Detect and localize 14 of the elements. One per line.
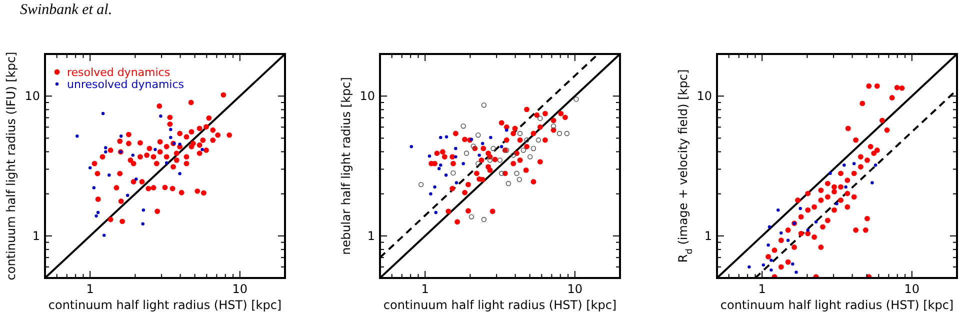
legend-label: resolved dynamics	[67, 66, 170, 79]
x-axis-title: continuum half light radius (HST) [kpc]	[383, 298, 617, 312]
text: Swinbank et al.	[20, 2, 112, 18]
x-tick-label: 1	[758, 282, 766, 296]
x-axis-title: continuum half light radius (HST) [kpc]	[48, 298, 282, 312]
x-tick-label: 10	[567, 282, 583, 296]
x-axis-title: continuum half light radius (HST) [kpc]	[720, 298, 954, 312]
y-axis-title: nebular half light radius [kpc]	[339, 77, 353, 255]
y-axis-title: continuum half light radius (IFU) [kpc]	[4, 52, 18, 280]
x-tick-label: 1	[86, 282, 94, 296]
x-tick-label: 1	[421, 282, 429, 296]
x-tick-label: 10	[232, 282, 248, 296]
legend-label: unresolved dynamics	[67, 78, 184, 91]
x-tick-label: 10	[904, 282, 920, 296]
